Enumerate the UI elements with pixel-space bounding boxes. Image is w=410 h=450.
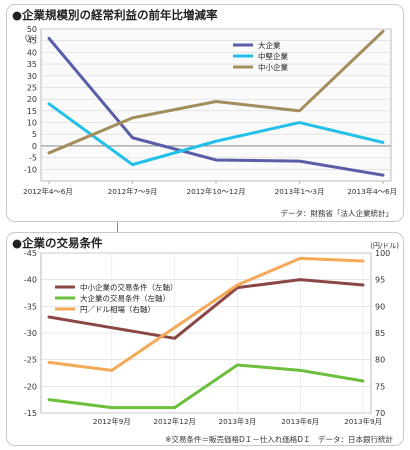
- series-line-0: [47, 278, 365, 340]
- legend-label: 中小企業の交易条件（左軸）: [80, 282, 178, 292]
- x-tick-label: 2013年6月: [281, 417, 319, 426]
- x-tick-label: 2013年1～3月: [275, 187, 325, 196]
- x-tick-label: 2012年7～9月: [108, 187, 158, 196]
- y-left-tick-label: -40: [24, 276, 37, 285]
- y-right-tick-label: 70: [375, 409, 385, 418]
- legend-label: 中堅企業: [258, 51, 288, 61]
- profit-chart-title: ●企業規模別の経常利益の前年比増減率: [12, 8, 218, 22]
- y-right-tick-label: 80: [375, 356, 385, 365]
- series-line-1: [47, 102, 385, 167]
- legend-label: 中小企業: [258, 62, 288, 72]
- profit-chart-source: データ：財務省「法人企業統計」: [280, 209, 394, 218]
- y-right-tick-label: 95: [375, 276, 385, 285]
- y-tick-label: 0: [32, 142, 37, 151]
- x-tick-label: 2012年12月: [153, 417, 195, 426]
- y-tick-label: 5: [32, 130, 37, 139]
- y-tick-label: 10: [27, 119, 37, 128]
- y-axis-unit: (%): [25, 34, 37, 42]
- trade-chart-panel: ●企業の交易条件 -15 -20 -25 -30 -35 -40 -45 70 75 80 85 90…: [6, 232, 404, 446]
- y-tick-label: 50: [27, 25, 37, 34]
- series-line-0: [47, 36, 385, 177]
- x-tick-label: 2013年9月: [344, 417, 382, 426]
- legend-label: 大企業の交易条件（左軸）: [80, 293, 170, 303]
- legend-label: 円／ドル相場（右軸）: [80, 304, 155, 314]
- y-tick-label: -5: [29, 154, 37, 163]
- y-left-tick-label: -25: [24, 356, 37, 365]
- trade-chart-title: ●企業の交易条件: [12, 236, 103, 250]
- x-tick-label: 2012年9月: [93, 417, 131, 426]
- profit-chart-panel: ●企業規模別の経常利益の前年比増減率 -10 -5 0 5 10 15 20 25 30 35 40…: [6, 4, 404, 222]
- series-line-1: [47, 363, 365, 410]
- x-tick-label: 2012年4～6月: [23, 187, 73, 196]
- y-tick-label: -10: [24, 165, 37, 174]
- y-tick-label: 35: [27, 60, 37, 69]
- y-left-tick-label: -45: [24, 249, 37, 258]
- legend-label: 大企業: [258, 40, 281, 50]
- trade-chart-source: ※交易条件＝販売価格DＩ－仕入れ価格DＩ データ：日本銀行統計: [165, 435, 393, 444]
- y-tick-label: 30: [27, 72, 37, 81]
- y-left-tick-label: -30: [24, 329, 37, 338]
- series-line-2: [47, 29, 385, 155]
- y-tick-label: 40: [27, 48, 37, 57]
- panel-connector: [117, 222, 118, 232]
- x-tick-label: 2013年3月: [218, 417, 256, 426]
- y-tick-label: 20: [27, 95, 37, 104]
- y-right-tick-label: 90: [375, 302, 385, 311]
- y-right-tick-label: 85: [375, 329, 385, 338]
- y-left-tick-label: -35: [24, 302, 37, 311]
- plot-area: [40, 28, 392, 182]
- x-tick-label: 2013年4～6月: [347, 187, 397, 196]
- y-tick-label: 15: [27, 107, 37, 116]
- x-tick-label: 2012年10～12月: [186, 187, 245, 196]
- series-line-2: [47, 256, 365, 372]
- y-left-tick-label: -15: [24, 409, 37, 418]
- y-tick-label: 45: [27, 37, 37, 46]
- y-right-tick-label: 75: [375, 382, 385, 391]
- trade-line-chart: -15 -20 -25 -30 -35 -40 -45 70 75 80 85 90 95 100(円/ド…: [24, 242, 399, 426]
- y-left-tick-label: -20: [24, 382, 37, 391]
- y-tick-label: 25: [27, 83, 37, 92]
- y-right-tick-label: 100: [375, 249, 390, 258]
- profit-line-chart: -10 -5 0 5 10 15 20 25 30 35 40 45 50(%) 2012年4～6月 201…: [23, 25, 397, 196]
- y-right-axis-unit: (円/ドル): [370, 242, 399, 250]
